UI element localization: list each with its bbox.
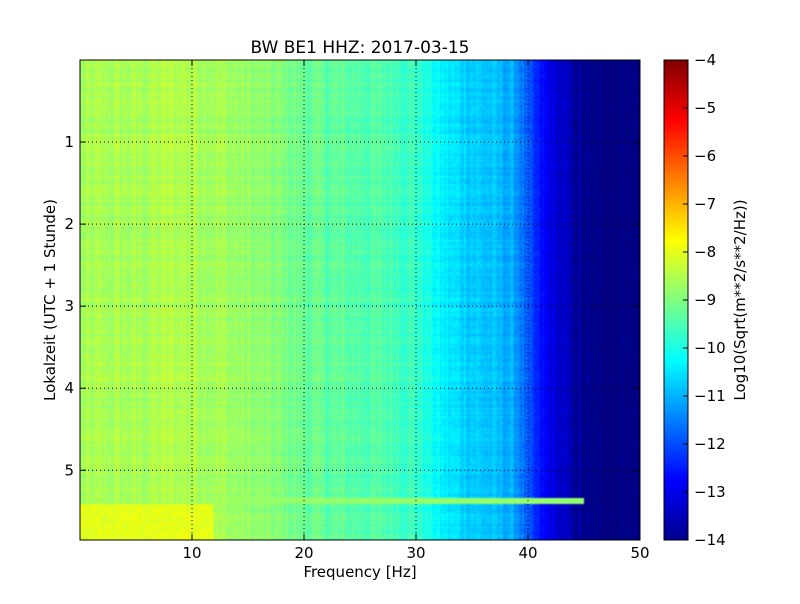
colorbar-tick-label: −8 (694, 243, 716, 261)
colorbar-tick-label: −7 (694, 195, 716, 213)
y-axis-ticks: 1 2 3 4 5 (64, 133, 640, 479)
plot-frame (79, 59, 641, 541)
y-axis-label: Lokalzeit (UTC + 1 Stunde) (41, 199, 59, 401)
x-tick-label: 10 (182, 544, 201, 562)
colorbar-tick-label: −14 (694, 531, 726, 549)
x-tick-label: 50 (630, 544, 649, 562)
y-tick-label: 3 (64, 297, 74, 315)
y-tick-label: 4 (64, 379, 74, 397)
colorbar-tick-label: −12 (694, 435, 726, 453)
colorbar-tick-label: −6 (694, 147, 716, 165)
plot-area: 10 20 30 40 50 1 2 3 4 5 (64, 59, 650, 562)
grid-lines (80, 60, 641, 540)
x-tick-label: 40 (518, 544, 537, 562)
colorbar: −4 −5 −6 −7 −8 −9 −10 −11 −12 −13 −14 (663, 51, 726, 549)
colorbar-tick-label: −9 (694, 291, 716, 309)
y-tick-label: 5 (64, 461, 74, 479)
colorbar-label: Log10(Sqrt(m**2/s**2/Hz)) (731, 199, 749, 400)
x-tick-label: 20 (294, 544, 313, 562)
chart-title: BW BE1 HHZ: 2017-03-15 (250, 38, 469, 58)
y-tick-label: 1 (64, 133, 74, 151)
heatmap-image (80, 60, 640, 540)
colorbar-tick-label: −4 (694, 51, 716, 69)
colorbar-tick-label: −13 (694, 483, 726, 501)
x-axis-ticks: 10 20 30 40 50 (182, 60, 650, 562)
colorbar-tick-label: −5 (694, 99, 716, 117)
x-tick-label: 30 (406, 544, 425, 562)
colorbar-tick-label: −10 (694, 339, 726, 357)
colorbar-tick-label: −11 (694, 387, 726, 405)
colorbar-ticks: −4 −5 −6 −7 −8 −9 −10 −11 −12 −13 −14 (683, 51, 726, 549)
y-tick-label: 2 (64, 215, 74, 233)
x-axis-label: Frequency [Hz] (303, 563, 416, 581)
